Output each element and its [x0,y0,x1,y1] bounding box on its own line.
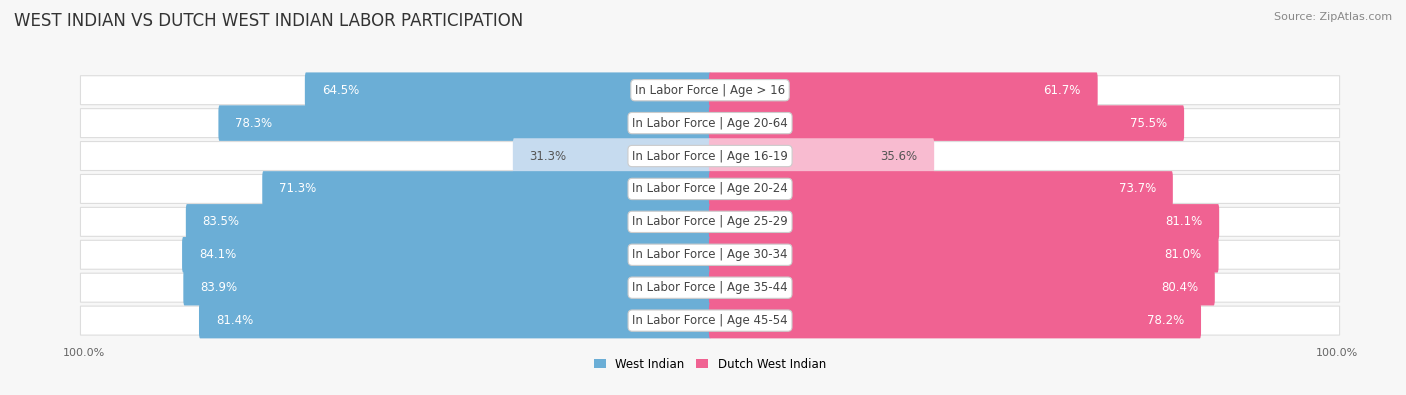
FancyBboxPatch shape [80,175,1340,203]
FancyBboxPatch shape [305,72,711,108]
Text: In Labor Force | Age 30-34: In Labor Force | Age 30-34 [633,248,787,261]
FancyBboxPatch shape [709,270,1215,305]
FancyBboxPatch shape [200,303,711,339]
Text: In Labor Force | Age 45-54: In Labor Force | Age 45-54 [633,314,787,327]
FancyBboxPatch shape [80,76,1340,105]
Text: WEST INDIAN VS DUTCH WEST INDIAN LABOR PARTICIPATION: WEST INDIAN VS DUTCH WEST INDIAN LABOR P… [14,12,523,30]
Text: 80.4%: 80.4% [1161,281,1198,294]
FancyBboxPatch shape [80,109,1340,137]
Text: 83.5%: 83.5% [202,215,239,228]
Text: 73.7%: 73.7% [1119,182,1156,196]
Text: 81.0%: 81.0% [1164,248,1202,261]
FancyBboxPatch shape [186,204,711,240]
Text: 75.5%: 75.5% [1130,117,1167,130]
FancyBboxPatch shape [80,306,1340,335]
Legend: West Indian, Dutch West Indian: West Indian, Dutch West Indian [595,358,825,371]
Text: 81.4%: 81.4% [215,314,253,327]
FancyBboxPatch shape [80,207,1340,236]
Text: 61.7%: 61.7% [1043,84,1081,97]
FancyBboxPatch shape [709,138,934,174]
Text: 35.6%: 35.6% [880,150,917,162]
FancyBboxPatch shape [218,105,711,141]
Text: 78.3%: 78.3% [235,117,273,130]
Text: 31.3%: 31.3% [530,150,567,162]
FancyBboxPatch shape [709,204,1219,240]
FancyBboxPatch shape [513,138,711,174]
Text: Source: ZipAtlas.com: Source: ZipAtlas.com [1274,12,1392,22]
Text: 84.1%: 84.1% [198,248,236,261]
FancyBboxPatch shape [181,237,711,273]
FancyBboxPatch shape [709,171,1173,207]
FancyBboxPatch shape [709,237,1219,273]
Text: In Labor Force | Age 16-19: In Labor Force | Age 16-19 [633,150,787,162]
FancyBboxPatch shape [263,171,711,207]
FancyBboxPatch shape [709,72,1098,108]
Text: In Labor Force | Age 35-44: In Labor Force | Age 35-44 [633,281,787,294]
FancyBboxPatch shape [80,240,1340,269]
Text: 83.9%: 83.9% [200,281,238,294]
Text: 81.1%: 81.1% [1166,215,1202,228]
Text: 71.3%: 71.3% [278,182,316,196]
Text: In Labor Force | Age 20-64: In Labor Force | Age 20-64 [633,117,787,130]
Text: In Labor Force | Age 25-29: In Labor Force | Age 25-29 [633,215,787,228]
Text: In Labor Force | Age > 16: In Labor Force | Age > 16 [636,84,785,97]
FancyBboxPatch shape [709,105,1184,141]
Text: In Labor Force | Age 20-24: In Labor Force | Age 20-24 [633,182,787,196]
FancyBboxPatch shape [80,273,1340,302]
FancyBboxPatch shape [183,270,711,305]
FancyBboxPatch shape [80,141,1340,171]
FancyBboxPatch shape [709,303,1201,339]
Text: 64.5%: 64.5% [322,84,359,97]
Text: 78.2%: 78.2% [1147,314,1184,327]
